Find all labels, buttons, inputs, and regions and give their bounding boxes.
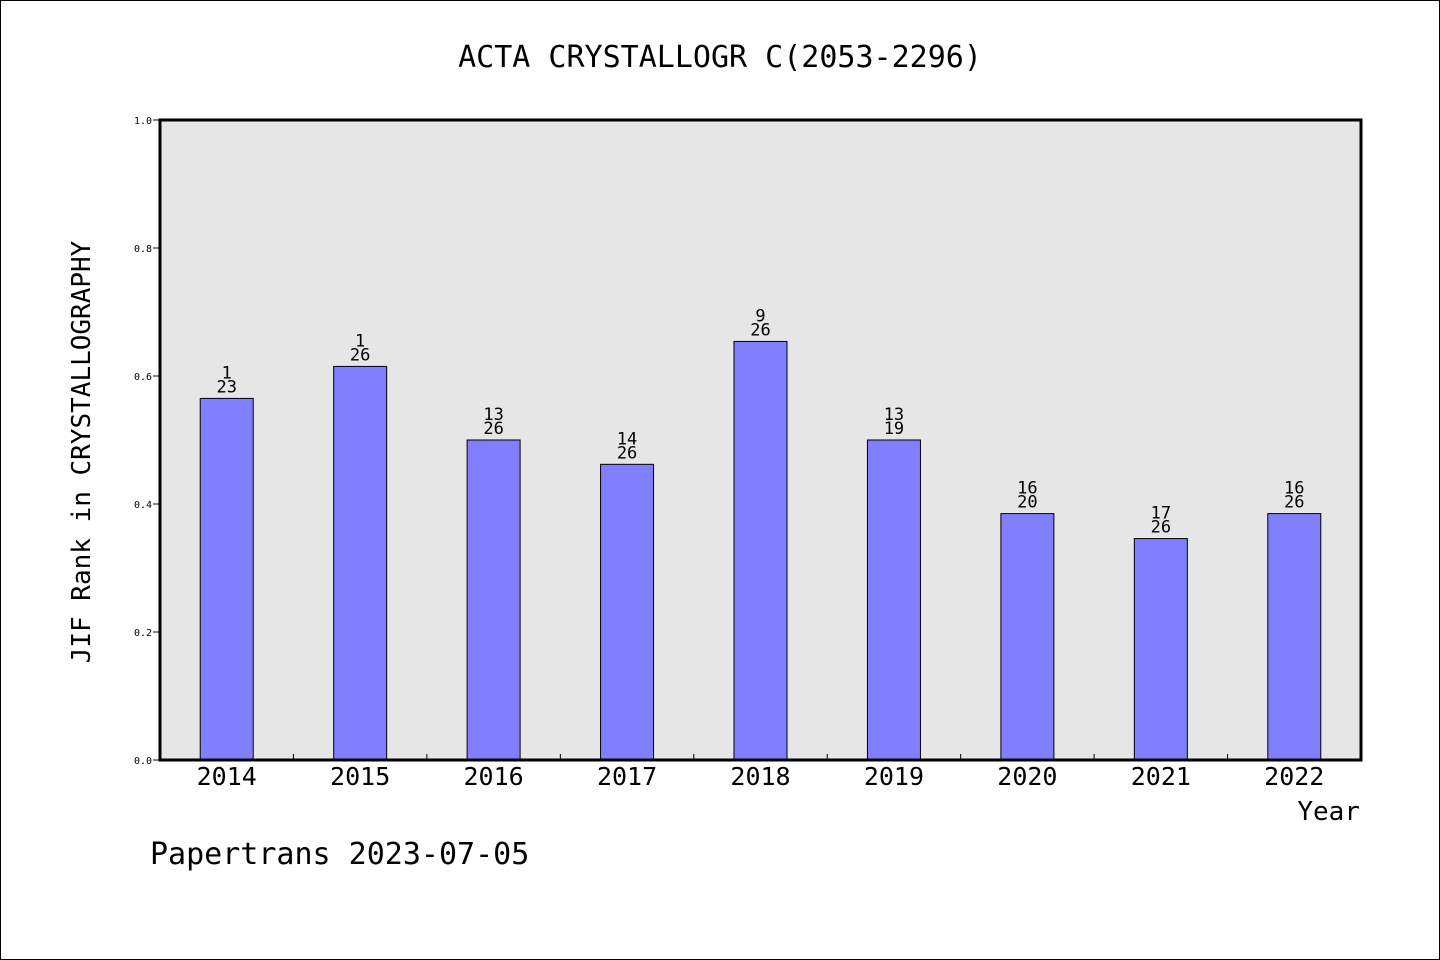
x-axis: 2014 2015 2016 2017 2018 2019 2020 2021 2022	[197, 754, 1324, 791]
x-tick-label: 2016	[464, 762, 524, 791]
bar-rank-label: 14	[617, 429, 637, 449]
x-tick-label: 2014	[197, 762, 257, 791]
bar-rank-label: 1	[222, 363, 232, 383]
bar-rank-label: 1	[355, 331, 365, 351]
bar-total-label: 26	[750, 320, 770, 340]
footer-credit: Papertrans 2023-07-05	[150, 837, 529, 872]
x-tick-label: 2018	[730, 762, 790, 791]
bar-total-label: 26	[350, 345, 370, 365]
x-tick-label: 2020	[997, 762, 1057, 791]
bar-rank-label: 16	[1284, 479, 1304, 499]
bar-2022	[1267, 513, 1322, 761]
bar-rank-label: 9	[755, 306, 765, 326]
bar-2016	[466, 439, 521, 761]
bar-total-label: 19	[884, 419, 904, 439]
bar-rank-label: 13	[884, 405, 904, 425]
y-axis-label: JIF Rank in CRYSTALLOGRAPHY	[67, 240, 97, 663]
x-tick-label: 2022	[1264, 762, 1324, 791]
bar-total-label: 26	[1151, 518, 1171, 538]
bar-rank-label: 17	[1151, 504, 1171, 524]
x-tick-label: 2021	[1131, 762, 1191, 791]
bar-2019	[866, 439, 921, 761]
plot-border	[158, 118, 1363, 762]
y-tick-label: 0.4	[134, 500, 152, 511]
bar-total-label: 26	[483, 419, 503, 439]
x-tick-label: 2017	[597, 762, 657, 791]
x-axis-label: Year	[1297, 797, 1360, 827]
bar-total-label: 26	[617, 443, 637, 463]
bar-2021	[1133, 538, 1188, 761]
y-axis: 0.0 0.2 0.4 0.6 0.8 1.0	[134, 116, 160, 767]
bar-total-label: 23	[216, 377, 236, 397]
bar-2018	[733, 340, 788, 761]
y-tick-label: 0.6	[134, 372, 152, 383]
y-tick-label: 1.0	[134, 116, 152, 127]
y-tick-label: 0.8	[134, 244, 152, 255]
bar-total-label: 20	[1017, 493, 1037, 513]
y-tick-label: 0.0	[134, 756, 152, 767]
bar-2015	[333, 365, 388, 761]
chart-title: ACTA CRYSTALLOGR C(2053-2296)	[458, 40, 982, 75]
bar-2014	[199, 397, 254, 761]
bar-2017	[600, 463, 655, 761]
bar-rank-label: 13	[483, 405, 503, 425]
bar-2020	[1000, 513, 1055, 761]
bar-rank-label: 16	[1017, 479, 1037, 499]
bar-total-label: 26	[1284, 493, 1304, 513]
x-tick-label: 2019	[864, 762, 924, 791]
x-tick-label: 2015	[330, 762, 390, 791]
y-tick-label: 0.2	[134, 628, 152, 639]
